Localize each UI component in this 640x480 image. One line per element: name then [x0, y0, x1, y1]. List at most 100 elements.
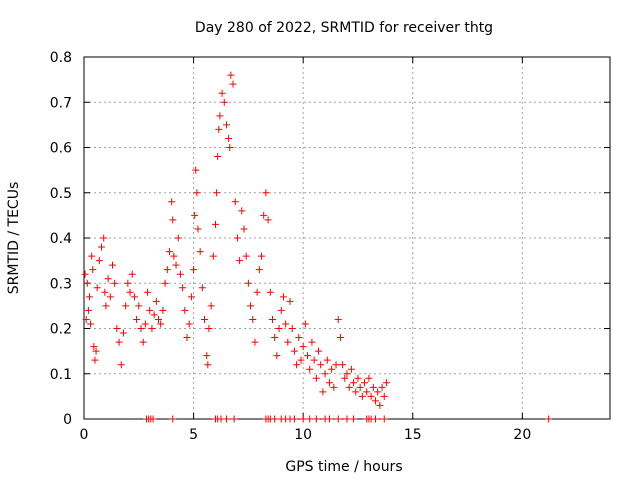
x-tick-label: 20 — [513, 427, 531, 443]
data-point — [194, 225, 202, 233]
data-point — [130, 293, 138, 301]
data-point — [122, 302, 130, 310]
data-point — [81, 270, 89, 278]
data-point — [356, 383, 364, 391]
data-point — [108, 261, 116, 269]
data-point — [174, 234, 182, 242]
data-point — [89, 266, 97, 274]
data-point — [286, 297, 294, 305]
data-point — [304, 352, 312, 360]
data-point — [367, 392, 375, 400]
data-point — [258, 252, 266, 260]
y-tick-label: 0.8 — [50, 50, 72, 66]
data-point — [119, 329, 127, 337]
data-point — [192, 166, 200, 174]
data-point — [93, 284, 101, 292]
y-tick-label: 0.3 — [50, 276, 72, 292]
data-point — [288, 325, 296, 332]
data-point — [312, 374, 320, 382]
data-point — [150, 311, 158, 319]
data-point — [98, 243, 106, 251]
y-tick-label: 0.6 — [50, 141, 72, 157]
data-point — [149, 415, 157, 423]
data-point — [354, 374, 362, 382]
data-point — [293, 361, 301, 369]
data-point — [363, 388, 371, 396]
data-point — [169, 216, 177, 224]
data-point — [319, 388, 327, 396]
data-point — [339, 361, 347, 369]
data-point — [137, 325, 145, 332]
data-point — [336, 334, 344, 342]
data-point — [334, 415, 342, 423]
data-point — [104, 275, 112, 283]
data-point — [102, 302, 110, 310]
data-point — [216, 112, 224, 120]
data-point — [290, 415, 298, 423]
data-point — [124, 279, 132, 287]
data-point — [238, 207, 246, 215]
data-point — [146, 306, 154, 314]
data-point — [369, 383, 377, 391]
x-axis-label: GPS time / hours — [285, 459, 402, 475]
data-point — [299, 343, 307, 351]
data-point — [242, 252, 250, 260]
y-tick-label: 0 — [63, 412, 72, 428]
data-point — [185, 320, 193, 328]
data-point — [277, 306, 285, 314]
data-point — [222, 415, 230, 423]
data-point — [284, 338, 292, 346]
data-point — [115, 338, 123, 346]
data-point — [279, 293, 287, 301]
data-point — [310, 356, 318, 364]
data-point — [282, 320, 290, 328]
data-point — [100, 234, 108, 242]
y-tick-label: 0.7 — [50, 95, 72, 111]
data-point — [260, 211, 268, 219]
data-point — [165, 248, 173, 256]
data-point — [203, 352, 211, 360]
data-point — [376, 401, 384, 409]
data-point — [196, 248, 204, 256]
data-point — [220, 98, 228, 106]
data-point — [209, 252, 217, 260]
data-point — [371, 415, 379, 423]
data-point — [255, 266, 263, 274]
y-tick-label: 0.2 — [50, 322, 72, 338]
data-point — [352, 388, 360, 396]
y-tick-label: 0.5 — [50, 186, 72, 202]
data-point — [233, 234, 241, 242]
data-point — [133, 315, 141, 323]
data-point — [227, 71, 235, 79]
data-point — [88, 252, 96, 260]
data-point — [201, 315, 209, 323]
data-point — [113, 325, 121, 332]
data-point — [148, 325, 156, 332]
data-point — [170, 252, 178, 260]
data-point — [306, 365, 314, 373]
data-point — [332, 361, 340, 369]
x-tick-label: 15 — [404, 427, 422, 443]
data-point — [308, 338, 316, 346]
data-point — [358, 392, 366, 400]
data-point — [236, 257, 244, 265]
data-point — [268, 315, 276, 323]
data-point — [249, 315, 257, 323]
data-point — [382, 379, 390, 387]
data-point — [240, 225, 248, 233]
data-point — [204, 361, 212, 369]
x-tick-label: 0 — [80, 427, 89, 443]
data-point — [229, 80, 237, 88]
data-point — [207, 302, 215, 310]
data-point — [325, 379, 333, 387]
data-point — [328, 365, 336, 373]
plot-frame — [83, 56, 611, 420]
data-point — [251, 338, 259, 346]
data-point — [301, 320, 309, 328]
data-point — [128, 270, 136, 278]
data-point — [155, 315, 163, 323]
data-point — [198, 284, 206, 292]
data-point — [380, 392, 388, 400]
data-point — [325, 415, 333, 423]
